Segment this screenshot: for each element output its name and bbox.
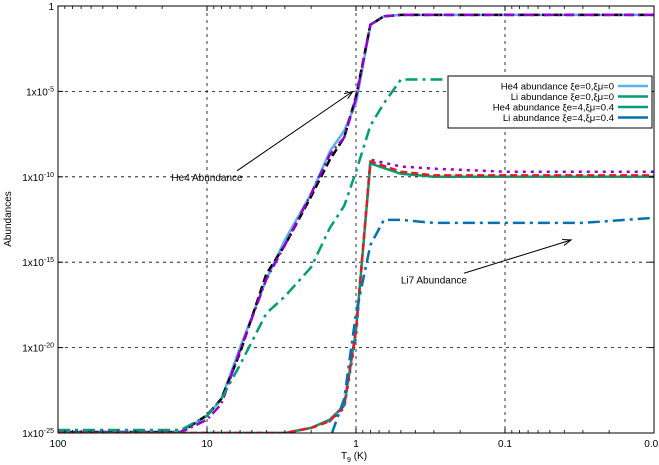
legend-label: He4 abundance ξe=4,ξμ=0.4 [493, 103, 614, 114]
annotation-arrow [463, 239, 572, 274]
x-tick-label: 0.01 [644, 439, 659, 450]
y-tick-label: 1x10-20 [22, 343, 54, 355]
legend-label: Li abundance ξe=0,ξμ=0 [511, 92, 614, 103]
series-group [58, 13, 654, 433]
annotation-arrow [236, 90, 354, 172]
x-tick-label: 100 [50, 439, 67, 450]
series-line-8 [330, 216, 654, 433]
y-tick-label: 1x10-10 [22, 172, 54, 184]
series-line-3 [58, 13, 654, 433]
y-axis-title: Abundances [3, 191, 14, 247]
x-axis-title: T9 (K) [341, 451, 367, 464]
annotation-arrowhead [562, 239, 573, 246]
legend: He4 abundance ξe=0,ξμ=0Li abundance ξe=0… [447, 75, 653, 129]
annotation-arrowhead [344, 90, 355, 100]
ticks: 100 10 1 0.1 0.01 1 1x10-5 1x10-10 1x10-15 1x10-2… [22, 2, 659, 450]
x-tick-label: 0.1 [498, 439, 512, 450]
y-tick-label: 1x10-5 [26, 86, 54, 98]
series-line-7 [58, 160, 654, 433]
legend-label: He4 abundance ξe=0,ξμ=0 [501, 82, 614, 93]
x-tick-label: 1 [353, 439, 359, 450]
legend-box [447, 75, 653, 129]
annotation-label: Li7 Abundance [401, 275, 468, 286]
legend-label: Li abundance ξe=4,ξμ=0.4 [503, 113, 614, 124]
annotations: He4 Abundance Li7 Abundance [171, 90, 573, 286]
y-tick-label: 1x10-15 [22, 257, 54, 269]
x-tick-label: 10 [201, 439, 213, 450]
annotation-label: He4 Abundance [171, 173, 243, 184]
series-line-4 [58, 78, 654, 432]
y-tick-label: 1 [48, 2, 54, 13]
